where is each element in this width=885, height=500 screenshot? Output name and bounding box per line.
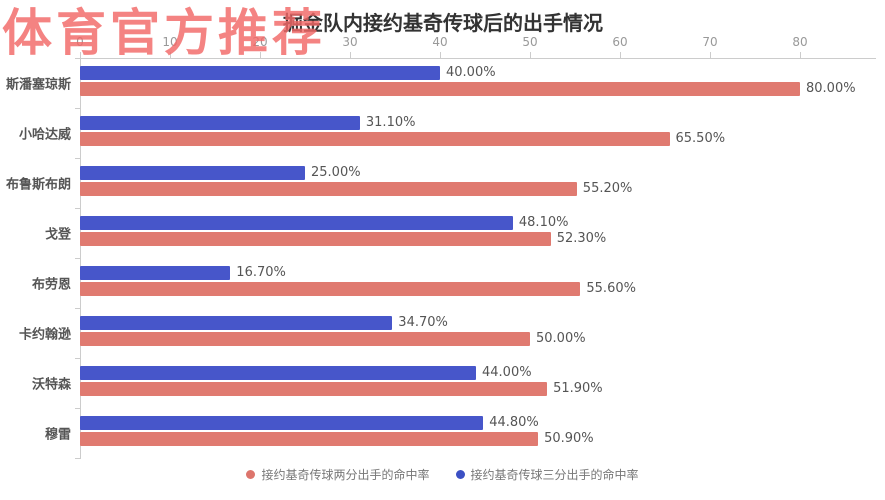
- x-axis-tick: [350, 52, 351, 58]
- y-axis-tick: [75, 108, 81, 109]
- y-axis: [75, 58, 81, 459]
- x-axis-tick-label: 0: [76, 35, 84, 49]
- bar-group: 布劳恩 16.70% 55.60%: [32, 258, 876, 308]
- bar-two-point-rate[interactable]: [80, 382, 548, 396]
- bar-three-point-rate[interactable]: [80, 116, 360, 130]
- bar-group: 戈登 48.10% 52.30%: [45, 208, 876, 258]
- legend-label-three-point: 接约基奇传球三分出手的命中率: [470, 468, 639, 482]
- category-label: 卡约翰逊: [18, 327, 71, 343]
- legend: 接约基奇传球两分出手的命中率 接约基奇传球三分出手的命中率: [0, 466, 885, 483]
- bar-two-point-rate[interactable]: [80, 82, 800, 96]
- bar-two-point-rate[interactable]: [80, 182, 577, 196]
- y-axis-tick: [75, 458, 81, 459]
- bar-three-point-rate[interactable]: [80, 166, 305, 180]
- bar-group: 斯潘塞琼斯 40.00% 80.00%: [6, 58, 876, 108]
- value-label-three-point: 48.10%: [518, 215, 569, 230]
- x-axis-tick: [80, 52, 81, 58]
- x-axis-tick-label: 60: [612, 35, 628, 49]
- value-label-three-point: 31.10%: [365, 115, 416, 130]
- x-axis-tick: [800, 52, 801, 58]
- bar-three-point-rate[interactable]: [80, 266, 231, 280]
- category-label: 布鲁斯布朗: [5, 177, 71, 193]
- value-label-three-point: 25.00%: [311, 165, 361, 180]
- y-axis-tick: [75, 158, 81, 159]
- legend-item-two-point[interactable]: 接约基奇传球两分出手的命中率: [246, 466, 430, 483]
- x-axis-tick: [620, 52, 621, 58]
- bar-group: 穆雷 44.80% 50.90%: [45, 408, 876, 458]
- x-axis-tick-label: 70: [702, 35, 718, 49]
- value-label-two-point: 65.50%: [675, 131, 726, 146]
- category-label: 布劳恩: [31, 277, 71, 293]
- value-label-three-point: 34.70%: [398, 315, 448, 330]
- x-axis-tick: [170, 52, 171, 58]
- bar-group: 卡约翰逊 34.70% 50.00%: [19, 308, 876, 358]
- x-axis-tick-label: 10: [162, 35, 178, 49]
- value-label-two-point: 55.60%: [586, 281, 636, 296]
- x-axis-tick-label: 40: [432, 35, 448, 49]
- bar-three-point-rate[interactable]: [80, 216, 513, 230]
- x-axis-tick: [440, 52, 441, 58]
- bar-three-point-rate[interactable]: [80, 66, 440, 80]
- bar-group: 布鲁斯布朗 25.00% 55.20%: [6, 158, 876, 208]
- x-axis-tick: [260, 52, 261, 58]
- y-axis-tick: [75, 258, 81, 259]
- bar-two-point-rate[interactable]: [80, 132, 670, 146]
- value-label-two-point: 50.90%: [544, 431, 594, 446]
- legend-dot-two-point-icon: [246, 470, 256, 479]
- x-axis: 0 10 20 30 40 50 60 70 80: [76, 30, 876, 59]
- y-axis-tick: [75, 358, 81, 359]
- chart-title: 掘金队内接约基奇传球后的出手情况: [283, 11, 603, 35]
- category-label: 戈登: [44, 227, 71, 243]
- x-axis-tick-label: 80: [792, 35, 808, 49]
- value-label-two-point: 55.20%: [582, 181, 633, 196]
- category-label: 小哈达威: [18, 127, 71, 143]
- bar-two-point-rate[interactable]: [80, 332, 530, 346]
- value-label-three-point: 44.80%: [489, 415, 539, 430]
- value-label-two-point: 51.90%: [553, 381, 603, 396]
- value-label-three-point: 40.00%: [446, 65, 496, 80]
- x-axis-tick: [710, 52, 711, 58]
- bar-three-point-rate[interactable]: [80, 416, 484, 430]
- value-label-three-point: 44.00%: [482, 365, 532, 380]
- legend-dot-three-point-icon: [455, 470, 465, 479]
- legend-label-two-point: 接约基奇传球两分出手的命中率: [261, 468, 430, 482]
- bar-two-point-rate[interactable]: [80, 232, 551, 246]
- category-label: 沃特森: [31, 377, 71, 393]
- y-axis-tick: [75, 408, 81, 409]
- x-axis-tick-label: 50: [522, 35, 538, 49]
- plot-area: 斯潘塞琼斯 40.00% 80.00% 小哈达威 31.10% 65.50% 布鲁斯布朗 25…: [6, 58, 876, 458]
- bar-three-point-rate[interactable]: [80, 366, 476, 380]
- bar-two-point-rate[interactable]: [80, 282, 581, 296]
- value-label-three-point: 16.70%: [236, 265, 286, 280]
- x-axis-tick-label: 30: [342, 35, 358, 49]
- bar-group: 小哈达威 31.10% 65.50%: [19, 108, 876, 158]
- y-axis-tick: [75, 208, 81, 209]
- bar-three-point-rate[interactable]: [80, 316, 393, 330]
- bar-two-point-rate[interactable]: [80, 432, 539, 446]
- y-axis-tick: [75, 58, 81, 59]
- value-label-two-point: 80.00%: [806, 81, 856, 96]
- x-axis-tick: [530, 52, 531, 58]
- category-label: 斯潘塞琼斯: [5, 77, 71, 93]
- category-label: 穆雷: [44, 427, 71, 443]
- y-axis-tick: [75, 308, 81, 309]
- legend-item-three-point[interactable]: 接约基奇传球三分出手的命中率: [455, 466, 639, 483]
- x-axis-tick-label: 20: [252, 35, 268, 49]
- value-label-two-point: 50.00%: [536, 331, 586, 346]
- value-label-two-point: 52.30%: [556, 231, 607, 246]
- bar-group: 沃特森 44.00% 51.90%: [32, 358, 876, 408]
